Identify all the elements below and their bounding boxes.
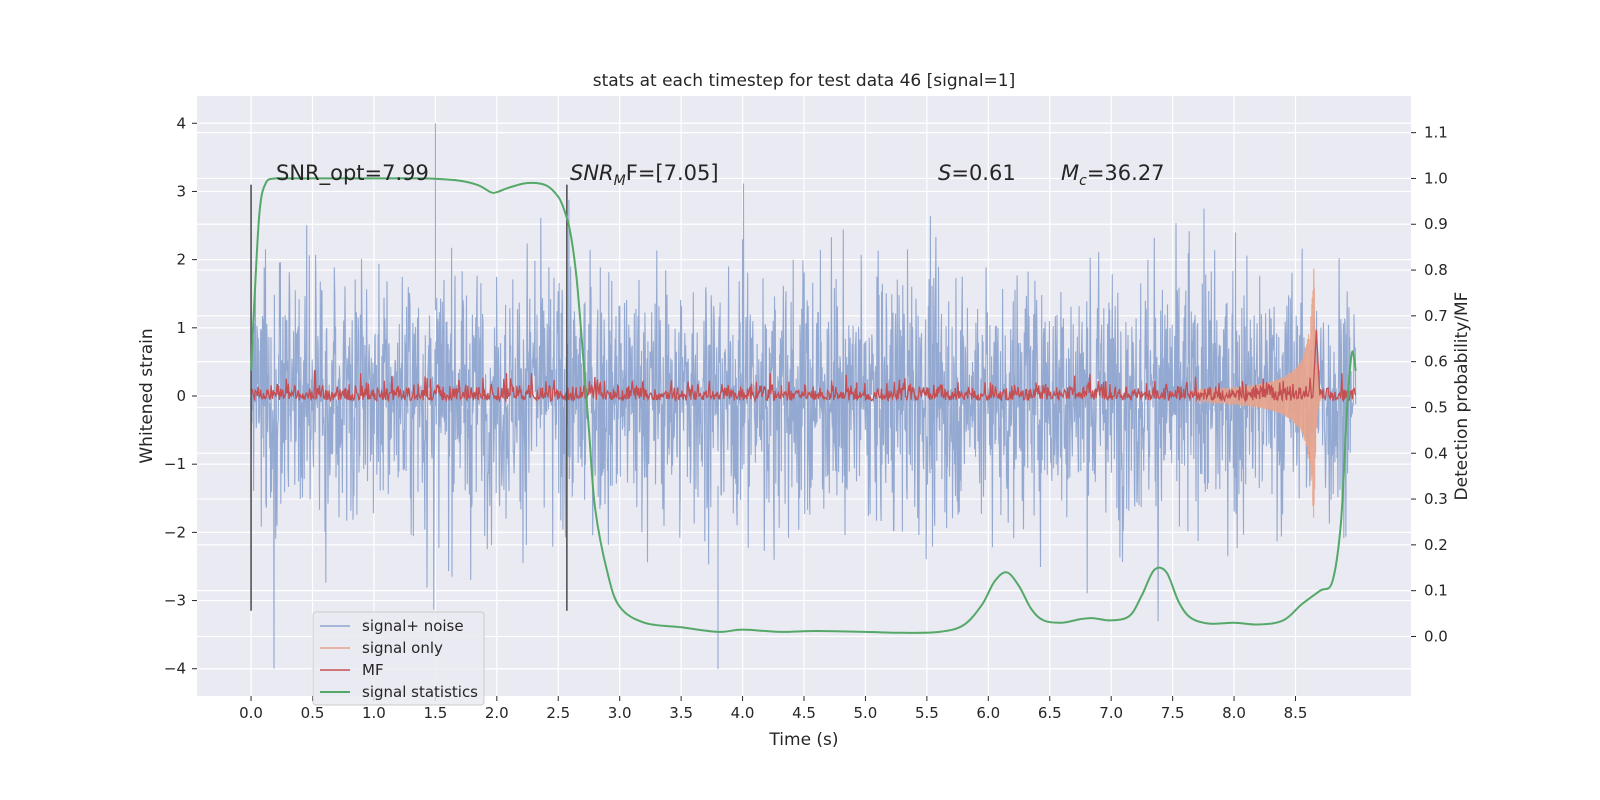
y-tick-label: 4 bbox=[176, 114, 186, 132]
y2-tick-label: 0.7 bbox=[1424, 307, 1448, 325]
x-tick-label: 3.0 bbox=[608, 704, 632, 722]
annotation-mc-sub: c bbox=[1079, 173, 1087, 189]
x-tick-label: 8.0 bbox=[1222, 704, 1246, 722]
y-axis-label: Whitened strain bbox=[137, 328, 157, 463]
x-tick-label: 2.0 bbox=[485, 704, 509, 722]
series-signal-noise bbox=[250, 123, 1357, 669]
y-tick-label: −2 bbox=[164, 523, 186, 541]
x-tick-label: 6.0 bbox=[976, 704, 1000, 722]
y2-tick-label: 0.8 bbox=[1424, 261, 1448, 279]
legend: signal+ noise signal only MF signal statist… bbox=[312, 611, 485, 706]
y-tick-label: −3 bbox=[164, 592, 186, 610]
annotation-snr-opt: SNR_opt=7.99 bbox=[276, 161, 429, 186]
series-layer bbox=[250, 123, 1357, 669]
y2-tick-label: 0.4 bbox=[1424, 444, 1448, 462]
y2-tick-label: 0.3 bbox=[1424, 490, 1448, 508]
x-axis-label: Time (s) bbox=[768, 730, 838, 750]
x-tick-label: 0.5 bbox=[301, 704, 325, 722]
annotation-mc-main: M bbox=[1061, 161, 1079, 185]
y2-axis-label: Detection probability/MF bbox=[1452, 292, 1472, 501]
y-tick-label: 3 bbox=[176, 182, 186, 200]
x-tick-label: 7.0 bbox=[1099, 704, 1123, 722]
x-tick-label: 1.5 bbox=[423, 704, 447, 722]
annotation-snr-mf-sub: M bbox=[614, 173, 626, 189]
x-tick-label: 6.5 bbox=[1038, 704, 1062, 722]
legend-items: signal+ noise signal only MF signal statist… bbox=[320, 617, 478, 701]
y-tick-label: 2 bbox=[176, 251, 186, 269]
legend-label: signal statistics bbox=[362, 683, 478, 701]
legend-label: signal only bbox=[362, 639, 443, 657]
y2-tick-label: 1.0 bbox=[1424, 169, 1448, 187]
y2-tick-label: 0.6 bbox=[1424, 353, 1448, 371]
y2-tick-label: 0.0 bbox=[1424, 627, 1448, 645]
y-tick-label: −1 bbox=[164, 455, 186, 473]
x-tick-label: 1.0 bbox=[362, 704, 386, 722]
annotation-s-main: S bbox=[938, 161, 951, 185]
annotation-mc-rest: =36.27 bbox=[1087, 161, 1165, 185]
y2-tick-label: 1.1 bbox=[1424, 124, 1448, 142]
x-tick-label: 8.5 bbox=[1284, 704, 1308, 722]
annotation-s: S=0.61 bbox=[938, 161, 1016, 185]
annotation-snr-mf-rest: F=[7.05] bbox=[626, 161, 719, 185]
legend-box bbox=[312, 611, 485, 706]
x-tick-label: 5.0 bbox=[854, 704, 878, 722]
legend-label: MF bbox=[362, 661, 384, 679]
y2-tick-label: 0.9 bbox=[1424, 215, 1448, 233]
annotation-snr-mf-main: SNR bbox=[570, 161, 614, 185]
y2-tick-label: 0.2 bbox=[1424, 536, 1448, 554]
x-tick-label: 0.0 bbox=[239, 704, 263, 722]
legend-label: signal+ noise bbox=[362, 617, 464, 635]
x-tick-label: 5.5 bbox=[915, 704, 939, 722]
chart-title: stats at each timestep for test data 46 … bbox=[593, 71, 1016, 91]
x-tick-label: 3.5 bbox=[669, 704, 693, 722]
y-tick-label: 1 bbox=[176, 319, 186, 337]
y-tick-label: −4 bbox=[164, 660, 186, 678]
series-signal-statistics bbox=[250, 177, 1357, 634]
x-tick-label: 2.5 bbox=[546, 704, 570, 722]
annotation-s-rest: =0.61 bbox=[951, 161, 1015, 185]
series-mf bbox=[250, 330, 1357, 404]
tick-layer: 0.0 0.5 1.0 1.5 2.0 2.5 3.0 3.5 4.0 4.5 5.0 5.5 6.0 6… bbox=[164, 114, 1448, 722]
y-tick-label: 0 bbox=[176, 387, 186, 405]
x-tick-label: 4.0 bbox=[731, 704, 755, 722]
y2-tick-label: 0.1 bbox=[1424, 582, 1448, 600]
x-tick-label: 4.5 bbox=[792, 704, 816, 722]
annotation-mc: Mc=36.27 bbox=[1061, 161, 1165, 189]
annotation-snr-mf: SNRMF=[7.05] bbox=[570, 161, 719, 189]
y2-tick-label: 0.5 bbox=[1424, 398, 1448, 416]
x-tick-label: 7.5 bbox=[1161, 704, 1185, 722]
